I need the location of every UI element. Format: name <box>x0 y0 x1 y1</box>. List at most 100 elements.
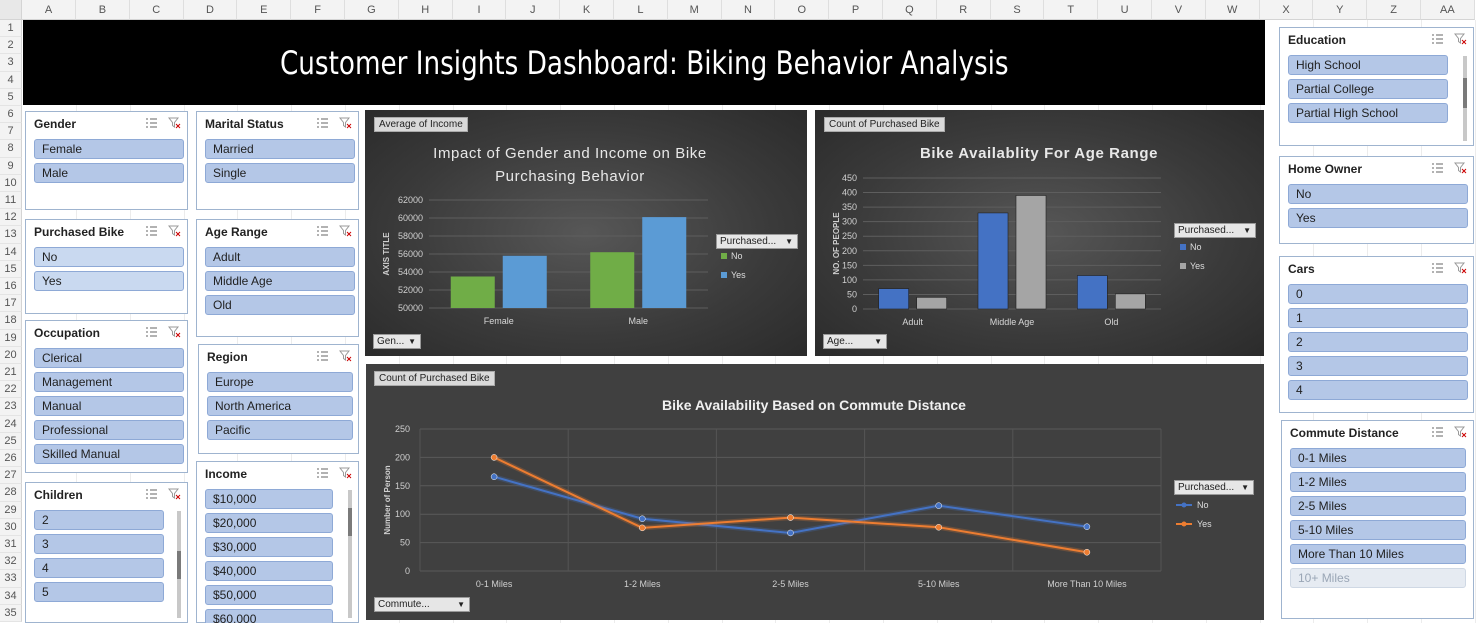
average-of-income-field-button[interactable]: Average of Income <box>374 117 468 132</box>
column-header[interactable]: L <box>614 0 668 20</box>
column-header[interactable]: F <box>291 0 345 20</box>
slicer-item[interactable]: $30,000 <box>205 537 333 557</box>
multi-select-icon[interactable] <box>145 225 158 240</box>
row-header[interactable]: 4 <box>0 71 22 89</box>
column-header[interactable]: Q <box>883 0 937 20</box>
slicer-item[interactable]: 5-10 Miles <box>1290 520 1466 540</box>
row-header[interactable]: 9 <box>0 157 22 175</box>
slicer-item[interactable]: Married <box>205 139 355 159</box>
column-header[interactable]: T <box>1044 0 1099 20</box>
slicer-item[interactable]: North America <box>207 396 353 416</box>
multi-select-icon[interactable] <box>145 117 158 132</box>
column-header[interactable]: H <box>398 0 453 20</box>
clear-filter-icon[interactable] <box>167 488 181 503</box>
column-header[interactable]: Y <box>1313 0 1368 20</box>
row-header[interactable]: 32 <box>0 553 22 571</box>
row-header[interactable]: 18 <box>0 312 22 330</box>
multi-select-icon[interactable] <box>145 326 158 341</box>
column-header[interactable]: C <box>129 0 184 20</box>
clear-filter-icon[interactable] <box>167 225 181 240</box>
purchased-legend-field-button[interactable]: Purchased... <box>716 234 798 249</box>
income-slicer[interactable]: Income $10,000 $20,000 $30,000 $40,000 $50,00… <box>196 461 359 623</box>
column-header[interactable]: X <box>1259 0 1314 20</box>
multi-select-icon[interactable] <box>1431 33 1444 48</box>
count-purchased-field-button-3[interactable]: Count of Purchased Bike <box>374 371 495 386</box>
clear-filter-icon[interactable] <box>1453 162 1467 177</box>
column-header[interactable]: P <box>829 0 883 20</box>
column-header[interactable]: B <box>76 0 130 20</box>
row-header[interactable]: 30 <box>0 518 22 536</box>
row-header[interactable]: 21 <box>0 364 22 382</box>
column-header[interactable]: N <box>721 0 776 20</box>
slicer-item[interactable]: Female <box>34 139 184 159</box>
row-header[interactable]: 16 <box>0 278 22 296</box>
slicer-item[interactable]: Clerical <box>34 348 184 368</box>
clear-filter-icon[interactable] <box>338 467 352 482</box>
clear-filter-icon[interactable] <box>338 350 352 365</box>
row-header[interactable]: 8 <box>0 140 22 158</box>
scrollbar-thumb[interactable] <box>1463 78 1467 108</box>
slicer-item[interactable]: 10+ Miles <box>1290 568 1466 588</box>
slicer-scrollbar[interactable] <box>177 511 181 618</box>
column-header[interactable]: R <box>936 0 991 20</box>
multi-select-icon[interactable] <box>1431 426 1444 441</box>
column-header[interactable]: E <box>237 0 292 20</box>
row-header[interactable]: 19 <box>0 329 22 347</box>
slicer-item[interactable]: 1 <box>1288 308 1468 328</box>
slicer-item[interactable]: Partial College <box>1288 79 1448 99</box>
slicer-item[interactable]: Old <box>205 295 355 315</box>
multi-select-icon[interactable] <box>316 467 329 482</box>
row-header[interactable]: 31 <box>0 536 22 554</box>
age-range-chart[interactable]: 0 50 100 150 200 250 300 350 400 450 Adult Middle A… <box>815 110 1264 356</box>
row-header[interactable]: 10 <box>0 174 22 192</box>
slicer-item[interactable]: 1-2 Miles <box>1290 472 1466 492</box>
column-header[interactable]: K <box>560 0 614 20</box>
clear-filter-icon[interactable] <box>1453 33 1467 48</box>
slicer-item[interactable]: Single <box>205 163 355 183</box>
slicer-item[interactable]: 2-5 Miles <box>1290 496 1466 516</box>
row-header[interactable]: 3 <box>0 54 22 72</box>
row-header[interactable]: 12 <box>0 209 22 227</box>
slicer-item[interactable]: Yes <box>1288 208 1468 228</box>
column-header[interactable]: S <box>990 0 1045 20</box>
slicer-item[interactable]: Adult <box>205 247 355 267</box>
slicer-item[interactable]: Management <box>34 372 184 392</box>
slicer-item[interactable]: Manual <box>34 396 184 416</box>
row-header[interactable]: 29 <box>0 501 22 519</box>
slicer-item[interactable]: 2 <box>1288 332 1468 352</box>
home-owner-slicer[interactable]: Home Owner No Yes <box>1279 156 1474 244</box>
count-purchased-field-button[interactable]: Count of Purchased Bike <box>824 117 945 132</box>
scrollbar-thumb[interactable] <box>348 508 352 536</box>
slicer-item[interactable]: $10,000 <box>205 489 333 509</box>
slicer-scrollbar[interactable] <box>1463 56 1467 141</box>
slicer-item[interactable]: 2 <box>34 510 164 530</box>
row-header[interactable]: 34 <box>0 587 22 605</box>
column-header[interactable]: V <box>1152 0 1206 20</box>
column-header[interactable]: J <box>506 0 561 20</box>
slicer-item[interactable]: No <box>1288 184 1468 204</box>
cars-slicer[interactable]: Cars 0 1 2 3 4 <box>1279 256 1474 413</box>
gender-axis-field-button[interactable]: Gen... <box>373 334 421 349</box>
slicer-item[interactable]: 4 <box>34 558 164 578</box>
column-header[interactable]: W <box>1205 0 1260 20</box>
column-header[interactable]: U <box>1098 0 1152 20</box>
row-header[interactable]: 20 <box>0 346 22 364</box>
education-slicer[interactable]: Education High School Partial College Parti… <box>1279 27 1474 146</box>
slicer-item[interactable]: 3 <box>34 534 164 554</box>
multi-select-icon[interactable] <box>316 225 329 240</box>
age-axis-field-button[interactable]: Age... <box>823 334 887 349</box>
column-header[interactable]: M <box>667 0 722 20</box>
clear-filter-icon[interactable] <box>167 326 181 341</box>
row-header[interactable]: 1 <box>0 20 22 38</box>
commute-distance-chart[interactable]: 0 50 100 150 200 250 0-1 Miles 1-2 Miles 2-5 Mil… <box>366 364 1264 620</box>
row-header[interactable]: 28 <box>0 484 22 502</box>
slicer-item[interactable]: More Than 10 Miles <box>1290 544 1466 564</box>
clear-filter-icon[interactable] <box>1453 262 1467 277</box>
row-header[interactable]: 25 <box>0 432 22 450</box>
marital-status-slicer[interactable]: Marital Status Married Single <box>196 111 359 210</box>
clear-filter-icon[interactable] <box>338 117 352 132</box>
row-header[interactable]: 13 <box>0 226 22 244</box>
column-header[interactable]: I <box>452 0 507 20</box>
column-header[interactable]: O <box>775 0 830 20</box>
row-header[interactable]: 33 <box>0 570 22 588</box>
